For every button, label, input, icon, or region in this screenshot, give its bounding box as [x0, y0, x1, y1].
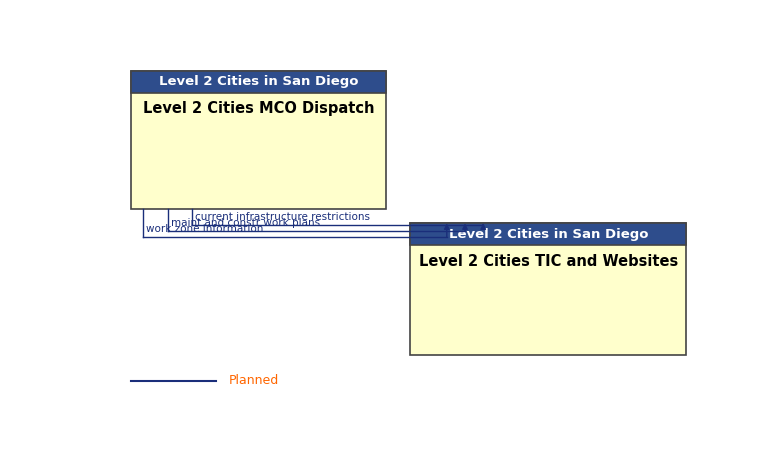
Bar	[132, 71, 386, 209]
Text: maint and constr work plans: maint and constr work plans	[171, 218, 319, 228]
Text: Level 2 Cities TIC and Websites: Level 2 Cities TIC and Websites	[419, 254, 678, 269]
Text: current infrastructure restrictions: current infrastructure restrictions	[195, 212, 370, 222]
Text: work zone information: work zone information	[146, 224, 264, 234]
Text: Level 2 Cities in San Diego: Level 2 Cities in San Diego	[449, 228, 648, 241]
Bar	[132, 71, 386, 92]
Text: Level 2 Cities in San Diego: Level 2 Cities in San Diego	[159, 75, 359, 88]
Bar	[410, 223, 687, 355]
Text: Level 2 Cities MCO Dispatch: Level 2 Cities MCO Dispatch	[143, 101, 374, 116]
Text: Planned: Planned	[229, 374, 279, 387]
Bar	[410, 223, 687, 245]
